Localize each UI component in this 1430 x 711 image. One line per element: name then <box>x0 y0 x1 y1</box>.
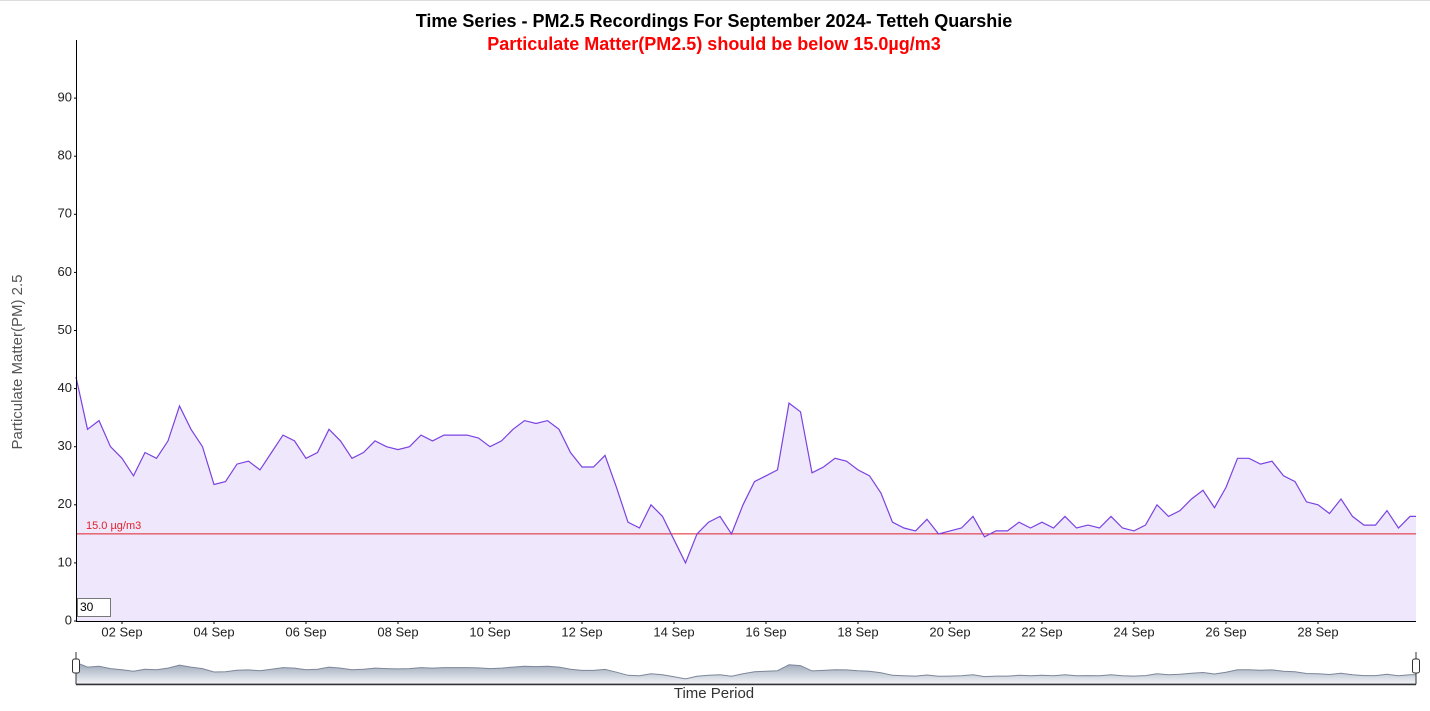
y-tick-label: 10 <box>58 554 72 569</box>
y-tick-label: 0 <box>65 612 72 627</box>
chart-subtitle: Particulate Matter(PM2.5) should be belo… <box>487 34 940 54</box>
x-tick-label: 08 Sep <box>377 624 418 639</box>
x-axis-label: Time Period <box>674 685 754 702</box>
x-tick-label: 18 Sep <box>837 624 878 639</box>
y-axis-label: Particulate Matter(PM) 2.5 <box>9 274 26 449</box>
range-handle <box>1412 658 1420 674</box>
range-selector-area <box>75 661 1417 685</box>
y-tick-label: 40 <box>58 380 72 395</box>
y-tick-label: 70 <box>58 206 72 221</box>
x-tick-label: 22 Sep <box>1021 624 1062 639</box>
y-tick-label: 90 <box>58 90 72 105</box>
x-tick-label: 04 Sep <box>193 624 234 639</box>
y-tick-label: 20 <box>58 496 72 511</box>
x-tick-label: 16 Sep <box>745 624 786 639</box>
y-tick-label: 80 <box>58 148 72 163</box>
y-tick-label: 30 <box>58 438 72 453</box>
y-tick-label: 50 <box>58 322 72 337</box>
x-tick-label: 02 Sep <box>101 624 142 639</box>
x-tick-label: 14 Sep <box>653 624 694 639</box>
x-tick-label: 28 Sep <box>1297 624 1338 639</box>
x-tick-label: 10 Sep <box>469 624 510 639</box>
chart-title: Time Series - PM2.5 Recordings For Septe… <box>416 11 1013 31</box>
x-tick-label: 06 Sep <box>285 624 326 639</box>
series-line <box>75 376 1416 565</box>
x-tick-label: 24 Sep <box>1113 624 1154 639</box>
y-tick-label: 60 <box>58 264 72 279</box>
x-tick-label: 20 Sep <box>929 624 970 639</box>
range-handle <box>72 658 80 674</box>
x-tick-label: 12 Sep <box>561 624 602 639</box>
threshold-label: 15.0 µg/m3 <box>86 520 141 532</box>
roll-period-input[interactable]: 30 <box>77 598 111 617</box>
x-tick-label: 26 Sep <box>1205 624 1246 639</box>
